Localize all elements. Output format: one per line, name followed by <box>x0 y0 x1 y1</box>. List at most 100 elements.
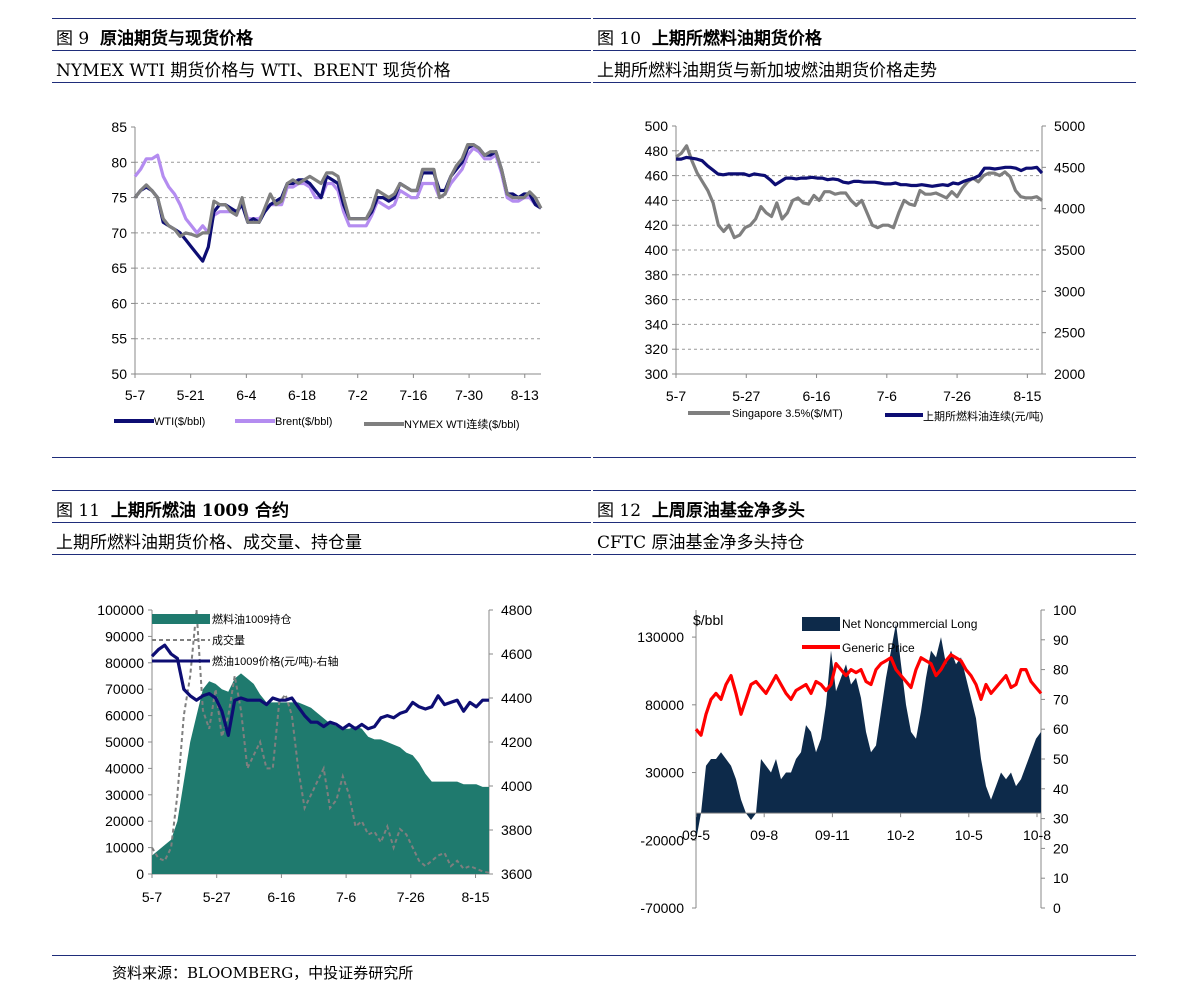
source-note: 资料来源：BLOOMBERG，中投证券研究所 <box>112 964 414 982</box>
top-rule-fig9 <box>52 18 591 19</box>
sub-rule-fig12 <box>593 554 1136 555</box>
fig12-y2tick-label: 40 <box>1053 781 1069 797</box>
source-rule <box>52 955 1136 956</box>
fig11-xtick-label: 7-6 <box>336 889 356 905</box>
fig12-y2tick-label: 70 <box>1053 691 1069 707</box>
fig9-xtick-label: 7-2 <box>348 387 368 403</box>
fig9-title: 原油期货与现货价格 <box>100 29 254 49</box>
fig10-xtick-label: 6-16 <box>803 388 831 404</box>
fig9-series-line <box>133 143 543 238</box>
fig11-legend-label: 燃油1009价格(元/吨)-右轴 <box>212 654 339 668</box>
fig9-xtick-label: 8-13 <box>511 387 539 403</box>
mid-rule-fig12 <box>593 522 1136 523</box>
fig9-ytick-label: 75 <box>111 190 127 206</box>
fig12-title: 上周原油基金净多头 <box>651 501 805 521</box>
fig11-subtitle: 上期所燃料油期货价格、成交量、持仓量 <box>56 533 362 553</box>
sub-rule-fig10 <box>593 82 1136 83</box>
fig12-number: 图 12 <box>597 501 642 521</box>
fig12-y2tick-label: 20 <box>1053 840 1069 856</box>
fig9-series-line <box>133 146 542 235</box>
fig12-subtitle: CFTC 原油基金净多头持仓 <box>597 533 805 553</box>
fig11-number: 图 11 <box>56 501 101 521</box>
fig10-xtick-label: 5-7 <box>666 388 686 404</box>
fig12-y2tick-label: 30 <box>1053 811 1069 827</box>
fig11-title: 上期所燃油 1009 合约 <box>110 501 290 521</box>
fig11-y2tick-label: 4600 <box>501 646 532 662</box>
fig12-y2tick-label: 100 <box>1053 602 1077 618</box>
fig9-ytick-label: 55 <box>111 331 127 347</box>
fig10-number: 图 10 <box>597 29 642 49</box>
fig12-long-area <box>696 623 1041 841</box>
fig12-xtick-label: 10-5 <box>955 827 983 843</box>
fig9-legend-label: WTI($/bbl) <box>154 416 205 428</box>
fig10-ytick-label: 400 <box>645 242 669 258</box>
fig10-ytick-label: 460 <box>645 168 669 184</box>
fig12-ytick-label: -70000 <box>640 900 684 916</box>
fig10-y2tick-label: 2000 <box>1054 366 1085 382</box>
fig10-ytick-label: 340 <box>645 316 669 332</box>
fig11-y2tick-label: 4000 <box>501 778 532 794</box>
fig9-ytick-label: 70 <box>111 225 127 241</box>
fig9-xtick-label: 7-30 <box>455 387 483 403</box>
fig11-y2tick-label: 4800 <box>501 602 532 618</box>
fig12-ylabel: $/bbl <box>693 612 723 628</box>
bottom-rule-fig10 <box>593 457 1136 458</box>
fig12-caption: 图 12 上周原油基金净多头 <box>597 496 805 521</box>
fig12-y2tick-label: 10 <box>1053 870 1069 886</box>
fig11-chart: 1000009000080000700006000050000400003000… <box>97 602 532 905</box>
fig10-ytick-label: 380 <box>645 267 669 283</box>
fig10-y2tick-label: 5000 <box>1054 118 1085 134</box>
fig10-xtick-label: 5-27 <box>732 388 760 404</box>
fig10-ytick-label: 420 <box>645 217 669 233</box>
fig11-ytick-label: 80000 <box>105 655 144 671</box>
fig12-xtick-label: 09-11 <box>815 827 850 843</box>
fig11-price-line <box>150 643 489 737</box>
fig9-xtick-label: 6-4 <box>236 387 256 403</box>
fig9-legend-label: NYMEX WTI连续($/bbl) <box>404 417 520 431</box>
fig10-ytick-label: 300 <box>645 366 669 382</box>
fig10-ytick-label: 440 <box>645 192 669 208</box>
fig9-ytick-label: 80 <box>111 154 127 170</box>
fig11-legend-label: 成交量 <box>212 633 245 647</box>
fig12-legend-label: Generic Price <box>842 641 915 655</box>
fig10-y2tick-label: 3500 <box>1054 242 1085 258</box>
fig12-y2tick-label: 0 <box>1053 900 1061 916</box>
fig11-legend-swatch <box>152 614 210 624</box>
fig10-y2tick-label: 4000 <box>1054 201 1085 217</box>
fig12-price-line <box>694 653 1043 737</box>
fig12-ytick-label: -20000 <box>640 832 684 848</box>
fig12-xtick-label: 09-5 <box>682 827 710 843</box>
fig12-ytick-label: 30000 <box>645 765 684 781</box>
top-rule-fig11 <box>52 490 591 491</box>
sub-rule-fig9 <box>52 82 591 83</box>
fig10-subtitle: 上期所燃料油期货与新加坡燃油期货价格走势 <box>597 61 937 81</box>
fig10-ytick-label: 360 <box>645 292 669 308</box>
fig9-xtick-label: 5-21 <box>177 387 205 403</box>
fig12-y2tick-label: 80 <box>1053 662 1069 678</box>
fig9-chart: 85 80 75 70 65 60 55 50 5-7 5-21 6-4 6-18 7-2 7-16 7-3… <box>111 119 543 431</box>
fig12-xtick-label: 10-2 <box>887 827 915 843</box>
fig11-y2tick-label: 3600 <box>501 866 532 882</box>
fig11-xtick-label: 8-15 <box>462 889 490 905</box>
fig10-ytick-label: 500 <box>645 118 669 134</box>
fig10-xtick-label: 7-6 <box>877 388 897 404</box>
fig11-y2tick-label: 4200 <box>501 734 532 750</box>
fig11-xtick-label: 6-16 <box>267 889 295 905</box>
fig11-legend-label: 燃料油1009持仓 <box>212 612 291 626</box>
fig9-ytick-label: 65 <box>111 260 127 276</box>
fig10-chart: 500 480 460 440 420 400 380 360 340 320 300 5000 450… <box>645 118 1086 423</box>
fig11-y2tick-label: 4400 <box>501 690 532 706</box>
fig10-caption: 图 10 上期所燃料油期货价格 <box>597 24 822 49</box>
top-rule-fig10 <box>593 18 1136 19</box>
fig10-series-line <box>675 144 1043 240</box>
fig11-ytick-label: 50000 <box>105 734 144 750</box>
fig10-xtick-label: 8-15 <box>1013 388 1041 404</box>
fig10-y2tick-label: 4500 <box>1054 159 1085 175</box>
mid-rule-fig10 <box>593 50 1136 51</box>
mid-rule-fig9 <box>52 50 591 51</box>
fig12-y2tick-label: 90 <box>1053 632 1069 648</box>
fig12-y2tick-label: 50 <box>1053 751 1069 767</box>
fig12-legend-swatch <box>802 617 840 631</box>
fig11-ytick-label: 30000 <box>105 787 144 803</box>
fig12-legend-label: Net Noncommercial Long <box>842 617 977 631</box>
